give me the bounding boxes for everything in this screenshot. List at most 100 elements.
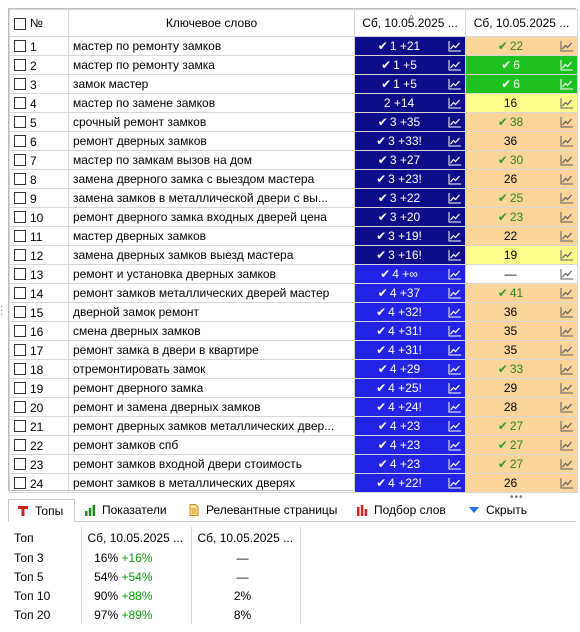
row-num-cell[interactable]: 3 [9,74,69,94]
keyword-cell[interactable]: замена замков в металлической двери с вы… [68,188,355,208]
chart-icon[interactable] [560,306,574,318]
table-row[interactable]: 2 мастер по ремонту замка ✔ 1 +5 ✔ 6 [9,55,578,75]
keyword-cell[interactable]: дверной замок ремонт [68,302,355,322]
row-num-cell[interactable]: 14 [9,283,69,303]
chart-icon[interactable] [560,211,574,223]
position-cell-date2[interactable]: 22 [465,226,578,246]
row-checkbox[interactable] [14,420,26,433]
position-cell-date2[interactable]: ✔ 33 [465,359,578,379]
chart-icon[interactable] [448,59,462,71]
chart-icon[interactable] [448,97,462,109]
header-date1[interactable]: ^ Сб, 10.05.2025 ... [354,9,466,37]
row-checkbox[interactable] [14,325,26,338]
chart-icon[interactable] [448,477,462,489]
position-cell-date2[interactable]: ✔ 30 [465,150,578,170]
position-cell-date1[interactable]: ✔ 4 +31! [354,321,466,341]
table-row[interactable]: 11 мастер дверных замков ✔ 3 +19! 22 [9,226,578,246]
table-row[interactable]: 4 мастер по замене замков 2 +14 16 [9,93,578,113]
table-row[interactable]: 23 ремонт замков входной двери стоимость ✔… [9,454,578,474]
select-all-checkbox[interactable] [14,17,26,30]
keyword-cell[interactable]: замена дверных замков выезд мастера [68,245,355,265]
chart-icon[interactable] [448,230,462,242]
row-checkbox[interactable] [14,458,26,471]
chart-icon[interactable] [448,116,462,128]
chart-icon[interactable] [560,249,574,261]
table-row[interactable]: 24 ремонт замков в металлических дверях ✔ 4… [9,473,578,493]
position-cell-date2[interactable]: — [465,264,578,284]
row-checkbox[interactable] [14,287,26,300]
row-num-cell[interactable]: 10 [9,207,69,227]
row-checkbox[interactable] [14,59,26,72]
chart-icon[interactable] [560,344,574,356]
chart-icon[interactable] [448,78,462,90]
position-cell-date1[interactable]: ✔ 4 +37 [354,283,466,303]
keyword-cell[interactable]: мастер по замене замков [68,93,355,113]
table-row[interactable]: 10 ремонт дверного замка входных дверей ц… [9,207,578,227]
chart-icon[interactable] [448,439,462,451]
row-num-cell[interactable]: 20 [9,397,69,417]
position-cell-date1[interactable]: ✔ 1 +5 [354,74,466,94]
position-cell-date1[interactable]: ✔ 4 +32! [354,302,466,322]
chart-icon[interactable] [560,135,574,147]
position-cell-date2[interactable]: 28 [465,397,578,417]
header-num[interactable]: № [9,9,69,37]
table-row[interactable]: 7 мастер по замкам вызов на дом ✔ 3 +27 ✔ 30 [9,150,578,170]
table-row[interactable]: 22 ремонт замков спб ✔ 4 +23 ✔ 27 [9,435,578,455]
row-num-cell[interactable]: 12 [9,245,69,265]
position-cell-date1[interactable]: ✔ 3 +27 [354,150,466,170]
position-cell-date2[interactable]: ✔ 6 [465,74,578,94]
position-cell-date1[interactable]: ✔ 4 +24! [354,397,466,417]
chart-icon[interactable] [560,268,574,280]
keyword-cell[interactable]: мастер дверных замков [68,226,355,246]
chart-icon[interactable] [560,477,574,489]
table-row[interactable]: 17 ремонт замка в двери в квартире ✔ 4 +31!… [9,340,578,360]
position-cell-date2[interactable]: ✔ 23 [465,207,578,227]
header-keyword[interactable]: Ключевое слово [68,9,355,37]
position-cell-date1[interactable]: ✔ 4 +31! [354,340,466,360]
keyword-cell[interactable]: замок мастер [68,74,355,94]
row-num-cell[interactable]: 6 [9,131,69,151]
chart-icon[interactable] [560,59,574,71]
chart-icon[interactable] [560,230,574,242]
tab-tops[interactable]: Топы [8,499,75,522]
row-checkbox[interactable] [14,439,26,452]
position-cell-date2[interactable]: 35 [465,340,578,360]
chart-icon[interactable] [448,306,462,318]
row-num-cell[interactable]: 11 [9,226,69,246]
position-cell-date2[interactable]: ✔ 41 [465,283,578,303]
position-cell-date1[interactable]: ✔ 4 +23 [354,454,466,474]
position-cell-date2[interactable]: ✔ 27 [465,454,578,474]
row-checkbox[interactable] [14,40,26,53]
position-cell-date2[interactable]: ✔ 25 [465,188,578,208]
chart-icon[interactable] [448,173,462,185]
keyword-cell[interactable]: ремонт и установка дверных замков [68,264,355,284]
chart-icon[interactable] [448,325,462,337]
table-row[interactable]: 12 замена дверных замков выезд мастера ✔ 3 … [9,245,578,265]
tab-relevant-pages[interactable]: Релевантные страницы [180,499,345,522]
table-row[interactable]: 20 ремонт и замена дверных замков ✔ 4 +24! 2… [9,397,578,417]
row-checkbox[interactable] [14,344,26,357]
row-checkbox[interactable] [14,97,26,110]
chart-icon[interactable] [560,78,574,90]
row-num-cell[interactable]: 24 [9,473,69,493]
keyword-cell[interactable]: ремонт замков в металлических дверях [68,473,355,493]
position-cell-date1[interactable]: ✔ 4 +23 [354,416,466,436]
keyword-cell[interactable]: замена дверного замка с выездом мастера [68,169,355,189]
row-checkbox[interactable] [14,154,26,167]
chart-icon[interactable] [560,382,574,394]
position-cell-date2[interactable]: ✔ 27 [465,435,578,455]
keyword-cell[interactable]: смена дверных замков [68,321,355,341]
position-cell-date1[interactable]: ✔ 4 +23 [354,435,466,455]
table-row[interactable]: 18 отремонтировать замок ✔ 4 +29 ✔ 33 [9,359,578,379]
position-cell-date2[interactable]: 19 [465,245,578,265]
chart-icon[interactable] [560,363,574,375]
tab-indicators[interactable]: Показатели [76,499,175,522]
row-num-cell[interactable]: 18 [9,359,69,379]
row-checkbox[interactable] [14,249,26,262]
row-checkbox[interactable] [14,211,26,224]
position-cell-date1[interactable]: ✔ 1 +21 [354,36,466,56]
tab-hide[interactable]: Скрыть [460,499,535,522]
keyword-cell[interactable]: ремонт замков спб [68,435,355,455]
chart-icon[interactable] [560,97,574,109]
position-cell-date2[interactable]: 36 [465,302,578,322]
